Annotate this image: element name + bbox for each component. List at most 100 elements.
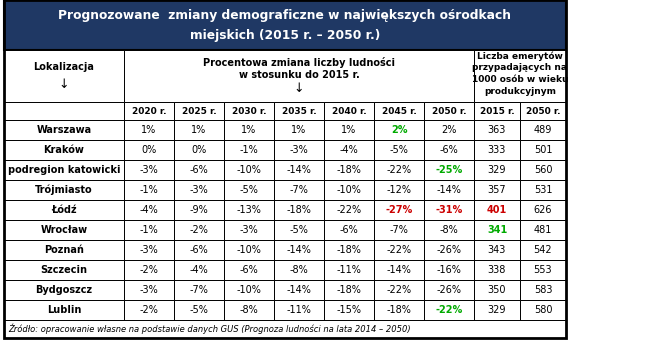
Bar [124,200,174,220]
Bar [4,120,124,140]
Text: -7%: -7% [190,285,208,295]
Bar [474,300,520,320]
Text: -22%: -22% [436,305,463,315]
Bar [474,50,566,102]
Text: -18%: -18% [287,205,311,215]
Text: -10%: -10% [237,165,261,175]
Text: -7%: -7% [289,185,309,195]
Text: 1000 osób w wieku: 1000 osób w wieku [471,75,569,84]
Bar [124,300,174,320]
Bar [274,280,324,300]
Text: produkcyjnym: produkcyjnym [484,88,556,96]
Bar [174,200,224,220]
Bar [174,260,224,280]
Text: 2045 r.: 2045 r. [382,106,416,115]
Bar [324,240,374,260]
Text: -4%: -4% [190,265,208,275]
Text: -27%: -27% [386,205,412,215]
Text: 2050 r.: 2050 r. [432,106,466,115]
Text: -18%: -18% [336,285,362,295]
Text: 2025 r.: 2025 r. [182,106,216,115]
Text: -10%: -10% [237,285,261,295]
Bar [124,102,174,120]
Text: -7%: -7% [390,225,408,235]
Bar [374,140,424,160]
Text: -16%: -16% [436,265,462,275]
Text: 2030 r.: 2030 r. [231,106,266,115]
Bar [424,200,474,220]
Bar [4,220,124,240]
Bar [4,102,124,120]
Bar [4,0,566,338]
Text: -10%: -10% [336,185,362,195]
Bar [374,120,424,140]
Bar [474,220,520,240]
Text: -5%: -5% [239,185,259,195]
Text: -6%: -6% [190,245,208,255]
Bar [174,102,224,120]
Text: -3%: -3% [140,165,158,175]
Bar [4,300,124,320]
Bar [474,160,520,180]
Text: -6%: -6% [440,145,458,155]
Text: -3%: -3% [190,185,208,195]
Bar [4,320,566,338]
Bar [4,200,124,220]
Bar [174,120,224,140]
Bar [374,240,424,260]
Text: -6%: -6% [190,165,208,175]
Text: -2%: -2% [140,265,158,275]
Bar [274,160,324,180]
Text: 501: 501 [534,145,552,155]
Text: -9%: -9% [190,205,208,215]
Bar [520,300,566,320]
Bar [124,220,174,240]
Bar [374,260,424,280]
Bar [174,280,224,300]
Text: -6%: -6% [239,265,259,275]
Bar [274,300,324,320]
Text: 363: 363 [488,125,506,135]
Text: -26%: -26% [436,245,462,255]
Text: -18%: -18% [386,305,412,315]
Text: Warszawa: Warszawa [37,125,92,135]
Bar [374,300,424,320]
Text: -14%: -14% [287,245,311,255]
Bar [124,260,174,280]
Text: -4%: -4% [140,205,158,215]
Bar [520,200,566,220]
Text: -1%: -1% [239,145,259,155]
Bar [224,180,274,200]
Bar [274,102,324,120]
Text: Poznań: Poznań [44,245,84,255]
Text: -1%: -1% [140,185,158,195]
Bar [274,200,324,220]
Text: -8%: -8% [290,265,309,275]
Bar [424,260,474,280]
Bar [374,220,424,240]
Bar [174,160,224,180]
Text: 343: 343 [488,245,506,255]
Text: Kraków: Kraków [44,145,84,155]
Bar [174,300,224,320]
Text: -25%: -25% [436,165,463,175]
Bar [374,200,424,220]
Bar [124,120,174,140]
Text: Wrocław: Wrocław [41,225,88,235]
Bar [324,280,374,300]
Bar [124,280,174,300]
Text: -3%: -3% [290,145,309,155]
Bar [224,102,274,120]
Bar [520,160,566,180]
Bar [324,140,374,160]
Bar [474,260,520,280]
Text: -14%: -14% [287,285,311,295]
Bar [174,180,224,200]
Text: -5%: -5% [289,225,309,235]
Text: -2%: -2% [140,305,158,315]
Text: 357: 357 [487,185,506,195]
Bar [474,102,520,120]
Text: Lokalizacja: Lokalizacja [33,62,94,72]
Bar [520,240,566,260]
Bar [4,260,124,280]
